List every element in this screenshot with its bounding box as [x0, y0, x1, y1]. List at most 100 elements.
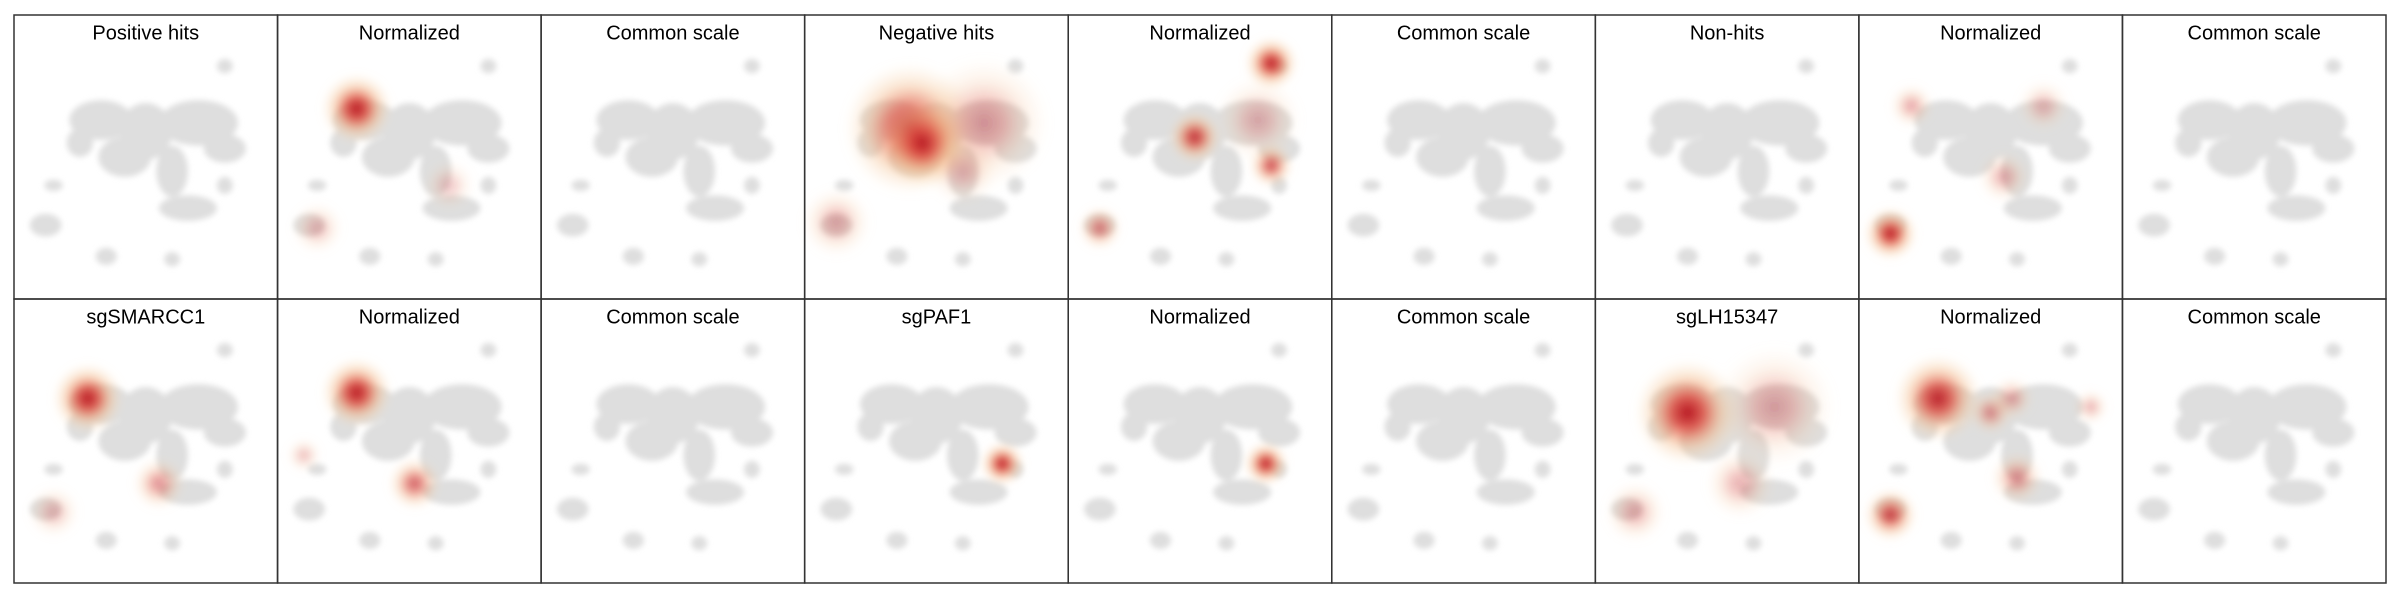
- umap-region: [625, 421, 679, 461]
- umap-region: [2264, 145, 2297, 197]
- umap-region: [1413, 247, 1435, 265]
- umap-region: [203, 418, 246, 447]
- umap-region: [622, 247, 644, 265]
- panel-title: sgLH15347: [1676, 306, 1778, 328]
- density-spot: [1863, 206, 1918, 261]
- umap-region: [2138, 213, 2170, 237]
- umap-region: [571, 463, 590, 476]
- umap-region: [1785, 134, 1828, 163]
- umap-region: [683, 145, 716, 197]
- umap-region: [2152, 463, 2172, 476]
- umap-region: [1413, 531, 1435, 549]
- panel: Normalized: [276, 14, 542, 300]
- umap-region: [1098, 463, 1117, 476]
- umap-region: [954, 536, 971, 551]
- umap-region: [2061, 343, 2078, 358]
- density: [1603, 344, 1838, 544]
- umap-region: [156, 145, 188, 197]
- umap-region: [1416, 137, 1469, 177]
- umap-region: [2272, 536, 2289, 551]
- umap-region: [2325, 176, 2342, 194]
- umap-region: [1218, 252, 1235, 267]
- umap-region: [66, 128, 94, 157]
- umap-region: [1889, 179, 1908, 192]
- umap-region: [203, 134, 246, 163]
- umap-region: [2325, 59, 2342, 74]
- umap-region: [994, 418, 1037, 447]
- umap-background: [1347, 59, 1564, 267]
- density-spot: [2016, 78, 2071, 133]
- panel-title: Normalized: [359, 306, 460, 328]
- density-spot: [1711, 344, 1838, 470]
- umap-region: [480, 343, 497, 358]
- density: [285, 356, 442, 511]
- umap-region: [1474, 145, 1506, 197]
- umap-region: [216, 343, 233, 358]
- umap-region: [2009, 536, 2025, 551]
- umap-background: [820, 343, 1037, 551]
- panel: Non-hits: [1594, 14, 1860, 300]
- panel-title: Normalized: [1940, 22, 2041, 44]
- umap-region: [625, 137, 679, 177]
- umap-region: [1084, 497, 1116, 521]
- panel-border: [2121, 298, 2387, 584]
- panel: Positive hits: [13, 14, 279, 300]
- umap-region: [1798, 460, 1815, 478]
- panel-title: Common scale: [606, 22, 739, 44]
- umap-region: [949, 384, 1029, 430]
- umap-region: [164, 252, 181, 267]
- umap-region: [820, 497, 853, 521]
- umap-region: [1648, 128, 1675, 157]
- umap-region: [2048, 134, 2091, 163]
- umap-region: [29, 213, 62, 237]
- umap-region: [1737, 145, 1770, 197]
- umap-background: [2138, 59, 2355, 267]
- umap-region: [1347, 497, 1380, 521]
- umap-region: [216, 176, 233, 194]
- panel: Normalized: [1858, 298, 2124, 584]
- density-spot: [26, 485, 81, 539]
- density: [290, 72, 476, 255]
- umap-region: [886, 531, 908, 549]
- density-spot: [1243, 441, 1289, 487]
- panel: sgPAF1: [803, 298, 1069, 584]
- umap-region: [293, 497, 325, 521]
- density-spot: [926, 135, 999, 208]
- panel-title: Normalized: [1940, 306, 2041, 328]
- umap-region: [1889, 463, 1908, 476]
- panel-title: Common scale: [2188, 22, 2321, 44]
- panel-title: Normalized: [1149, 306, 1250, 328]
- umap-region: [1362, 179, 1381, 192]
- umap-region: [1940, 531, 1962, 549]
- umap-region: [44, 463, 63, 476]
- umap-region: [1677, 247, 1699, 265]
- umap-region: [44, 179, 63, 192]
- umap-region: [686, 384, 766, 430]
- umap-region: [2138, 497, 2170, 521]
- umap-region: [1745, 252, 1762, 267]
- density-spot: [421, 158, 476, 213]
- panel-title: Common scale: [606, 306, 739, 328]
- umap-region: [1521, 134, 1564, 163]
- panel: Common scale: [1331, 14, 1597, 300]
- density-spot: [1603, 480, 1667, 544]
- umap-region: [2267, 100, 2347, 146]
- umap-region: [1362, 463, 1381, 476]
- panel: Normalized: [1858, 14, 2124, 300]
- panel-title: sgSMARCC1: [86, 306, 205, 328]
- umap-region: [744, 59, 760, 74]
- umap-background: [1611, 59, 1828, 267]
- umap-region: [1210, 429, 1243, 481]
- umap-region: [1482, 252, 1498, 267]
- umap-region: [158, 100, 239, 146]
- umap-region: [1213, 195, 1272, 221]
- umap-region: [2048, 418, 2091, 447]
- density-spot: [1704, 447, 1777, 520]
- panel: Normalized: [276, 298, 542, 584]
- density-spot: [979, 441, 1025, 487]
- umap-region: [359, 247, 381, 265]
- density-spot: [1077, 205, 1123, 251]
- density-spot: [132, 456, 186, 511]
- umap-region: [1149, 531, 1172, 549]
- umap-region: [889, 421, 942, 461]
